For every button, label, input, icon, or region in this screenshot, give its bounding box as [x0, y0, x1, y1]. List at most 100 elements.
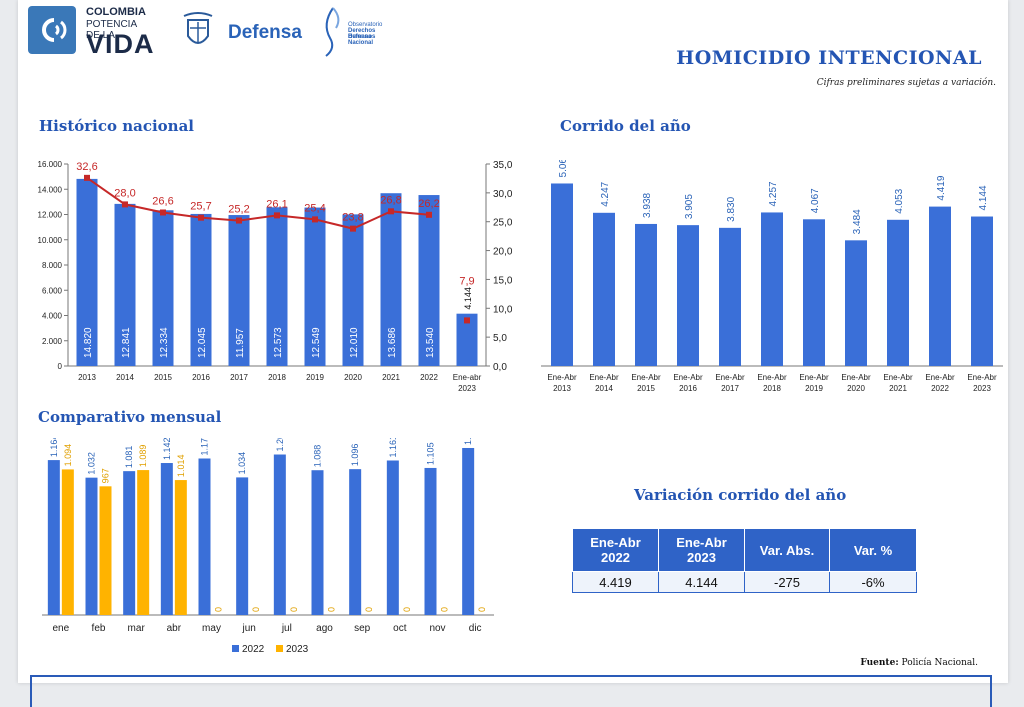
legend-swatch-2022 [232, 645, 239, 652]
y-tick-label: 2.000 [42, 337, 63, 346]
bar [456, 313, 478, 366]
rate-point [350, 225, 356, 232]
x-tick-label: Ene-Abr [925, 373, 955, 382]
bar [76, 178, 98, 366]
y-tick-label: 14.000 [38, 185, 63, 194]
bar-2022 [386, 460, 399, 615]
y2-tick-label: 15,0 [493, 275, 513, 286]
x-tick-label: 2013 [78, 373, 96, 382]
bar [719, 227, 741, 366]
bar-value-label: 4.144 [978, 185, 989, 210]
bar-value-label: 12.841 [121, 327, 132, 358]
y2-tick-label: 35,0 [493, 160, 513, 171]
bar-value-label: 4.144 [463, 287, 473, 310]
x-tick-label: mar [128, 623, 146, 634]
x-tick-label: Ene-Abr [883, 373, 913, 382]
bar [887, 219, 909, 366]
historico-chart: 0 2.000 4.000 6.000 8.000 10.000 12.000 14.000 1… [38, 160, 513, 393]
bar-2022 [123, 471, 136, 615]
x-tick-label: ago [316, 623, 333, 634]
bar-2023 [137, 470, 150, 615]
rate-point [198, 214, 204, 221]
x-tick-label: 2022 [420, 373, 438, 382]
bar-value-label-2023: 0 [327, 607, 337, 612]
rate-label: 7,9 [459, 275, 474, 287]
x-tick-label: 2018 [763, 384, 781, 393]
bar-value-label: 3.484 [852, 209, 863, 234]
x-tick-label: Ene-Abr [799, 373, 829, 382]
x-tick-label: 2018 [268, 373, 286, 382]
x-tick-label: Ene-abr [453, 373, 482, 382]
variation-value-2023: 4.144 [658, 571, 745, 593]
bar-2023 [174, 480, 187, 615]
variation-header-abs: Var. Abs. [744, 528, 830, 572]
bar [304, 207, 326, 366]
bar-value-label: 11.957 [235, 328, 246, 358]
variation-header-pct: Var. % [829, 528, 917, 572]
x-tick-label: Ene-Abr [673, 373, 703, 382]
variation-header-2023: Ene-Abr 2023 [658, 528, 745, 572]
bar [342, 214, 364, 366]
defensa-label: Defensa [228, 22, 302, 43]
bar [190, 213, 212, 366]
bar-value-label-2022: 1.105 [426, 442, 436, 465]
bar-value-label: 13.686 [387, 327, 398, 358]
bar-value-label: 12.549 [311, 327, 322, 358]
bar-value-label-2022: 1.161 [388, 438, 398, 457]
x-tick-label: dic [469, 623, 482, 634]
bar-2023 [99, 486, 112, 615]
coat-of-arms-icon [183, 12, 213, 44]
page-subtitle: Cifras preliminares sujetas a variación. [816, 78, 996, 88]
bar-value-label: 4.247 [600, 181, 611, 206]
bottom-panel-border [30, 675, 992, 707]
y2-tick-label: 0,0 [493, 362, 507, 373]
observatorio-line3: Defensa Nacional [348, 34, 374, 46]
rate-line [86, 177, 430, 230]
x-tick-label: 2019 [805, 384, 823, 393]
corrido-title: Corrido del año [560, 117, 691, 135]
x-tick-label: Ene-Abr [547, 373, 577, 382]
colombia-vida-logo [28, 6, 76, 54]
source-note: Fuente: Policía Nacional. [860, 658, 978, 668]
observatorio-line1: Observatorio [348, 22, 383, 28]
bar-2022 [424, 467, 437, 615]
bar-value-label-2022: 1.088 [313, 445, 323, 468]
variation-header-2023-line1: Ene-Abr [676, 535, 727, 550]
x-tick-label: jul [281, 623, 292, 634]
x-tick-label: 2022 [931, 384, 949, 393]
bar-value-label-2023: 0 [402, 607, 412, 612]
legend-label-2023: 2023 [286, 644, 309, 655]
y2-tick-label: 30,0 [493, 189, 513, 200]
x-tick-label: Ene-Abr [715, 373, 745, 382]
bar-value-label-2023: 967 [101, 468, 111, 483]
bar-value-label: 14.820 [83, 327, 94, 358]
x-tick-label: 2020 [847, 384, 865, 393]
bar-2022 [47, 460, 60, 615]
x-tick-label: 2017 [230, 373, 248, 382]
x-tick-label: sep [354, 623, 371, 634]
rate-point [236, 217, 242, 224]
bar-2022 [311, 470, 324, 615]
bar-value-label-2023: 0 [251, 607, 261, 612]
x-tick-label: ene [52, 623, 69, 634]
bar-value-label-2022: 1.142 [162, 438, 172, 460]
x-tick-label: 2015 [637, 384, 655, 393]
mensual-chart: 1.164 1.094 ene 1.032 967 feb 1.081 1.089 mar 1.1… [42, 438, 494, 655]
bar-value-label-2022: 1.032 [87, 452, 97, 475]
rate-point [160, 209, 166, 216]
variation-table: Ene-Abr 2022 Ene-Abr 2023 Var. Abs. Var.… [572, 528, 917, 593]
bar-2023 [61, 469, 74, 615]
x-tick-label: Ene-Abr [757, 373, 787, 382]
rate-point [122, 201, 128, 208]
x-tick-label: Ene-Abr [589, 373, 619, 382]
bar-value-label-2022: 1.034 [237, 452, 247, 475]
x-tick-label: 2023 [458, 384, 476, 393]
bar [593, 212, 615, 366]
rate-label: 26,1 [266, 198, 287, 210]
bar-value-label-2023: 1.089 [138, 445, 148, 468]
source-text: Policía Nacional. [898, 658, 979, 668]
y2-tick-label: 10,0 [493, 304, 513, 315]
variation-value-abs: -275 [744, 571, 830, 593]
bar [845, 240, 867, 366]
bar-value-label: 12.334 [159, 327, 170, 358]
